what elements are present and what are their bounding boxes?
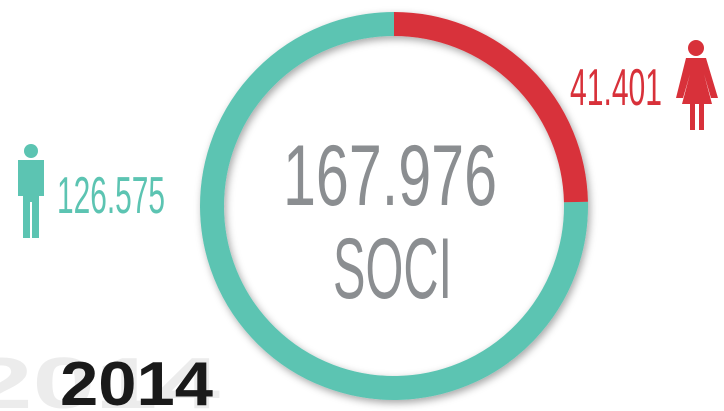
donut-segment bbox=[393, 12, 588, 203]
data-label: 41.401 bbox=[570, 59, 662, 117]
donut bbox=[200, 12, 588, 400]
year-watermark: 2014 bbox=[0, 344, 220, 411]
woman-icon bbox=[676, 40, 718, 130]
year: 2014 bbox=[60, 350, 214, 411]
donut-segment bbox=[200, 12, 588, 400]
center-sublabel: SOCI bbox=[333, 221, 452, 317]
data-label: 126.575 bbox=[57, 167, 165, 225]
man-icon bbox=[18, 144, 44, 238]
total-label: 167.976 bbox=[283, 128, 497, 224]
